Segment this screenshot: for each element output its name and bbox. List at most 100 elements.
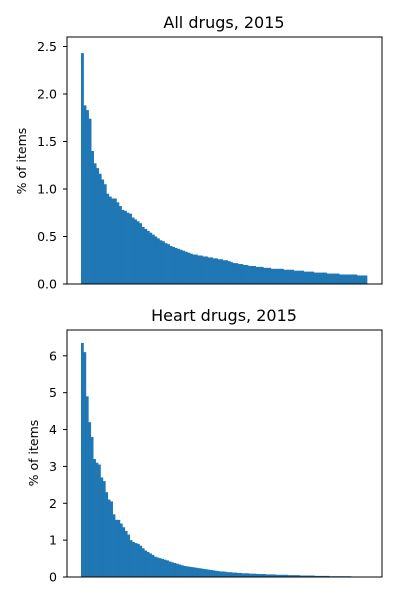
y-tick-label: 3 [49, 459, 57, 474]
bar [280, 574, 284, 577]
bar [261, 574, 264, 577]
bar [349, 274, 353, 284]
bar [185, 566, 189, 577]
bar [241, 573, 245, 577]
bar [304, 575, 308, 577]
bar [273, 574, 276, 577]
bar [220, 259, 224, 284]
bar [286, 269, 289, 284]
plot-frame [66, 329, 383, 578]
bar [298, 270, 302, 284]
plot-frame [66, 36, 383, 285]
bar [141, 548, 145, 577]
bar [222, 260, 226, 284]
bar [115, 519, 118, 577]
bar [225, 260, 229, 284]
bar [107, 499, 111, 577]
bar [344, 274, 348, 284]
bar [141, 227, 145, 284]
bar [287, 575, 291, 577]
bar [124, 530, 128, 577]
bar [187, 252, 191, 284]
bar [258, 266, 262, 284]
bar [121, 209, 125, 284]
bar [136, 543, 140, 577]
bar [112, 514, 116, 577]
bar [158, 558, 162, 577]
bar [98, 464, 101, 577]
bar [124, 210, 127, 284]
bar [167, 244, 170, 284]
bar [98, 173, 102, 284]
bar [240, 264, 244, 284]
y-axis-label: % of items [26, 420, 41, 487]
bar [359, 275, 363, 284]
bar [110, 501, 113, 577]
bar [246, 573, 250, 577]
bar [356, 275, 360, 284]
bar [151, 554, 155, 577]
bar [111, 198, 115, 284]
bar [251, 573, 255, 577]
bar [166, 560, 169, 577]
bar [86, 110, 89, 285]
bar [174, 247, 178, 284]
bar [156, 238, 160, 284]
bar [106, 193, 110, 284]
bar [334, 273, 337, 284]
bar [253, 265, 256, 284]
bar [149, 553, 152, 577]
bar [119, 523, 123, 577]
bar [161, 558, 165, 577]
bars [81, 342, 352, 577]
bar [88, 422, 92, 577]
bar [339, 274, 343, 284]
bar [202, 256, 206, 284]
bar [364, 275, 368, 284]
bar [306, 271, 310, 284]
bar [169, 246, 173, 284]
y-tick-label: 0.5 [37, 229, 57, 244]
bar [295, 575, 298, 577]
bar [215, 258, 219, 284]
bar [189, 253, 193, 284]
bar [290, 575, 293, 577]
bar [132, 541, 135, 577]
bar [116, 202, 120, 284]
bar [303, 271, 307, 284]
bar [311, 271, 315, 284]
y-tick-label: 0.0 [37, 277, 57, 292]
bar [291, 269, 294, 284]
bar [285, 574, 289, 577]
bar [280, 268, 284, 284]
bar [324, 575, 328, 577]
bar [263, 574, 267, 577]
bar [273, 268, 277, 284]
bar [293, 270, 297, 284]
bar [302, 575, 306, 577]
bar [316, 272, 320, 284]
bar [224, 571, 228, 577]
bar [197, 568, 201, 577]
bar [83, 105, 87, 285]
y-tick-label: 0 [49, 570, 57, 585]
bar [263, 267, 267, 284]
bar [308, 271, 312, 284]
bar [239, 572, 242, 577]
bar [318, 272, 322, 284]
bar [93, 163, 97, 284]
bar [268, 267, 272, 284]
bar [122, 527, 126, 577]
bar [312, 575, 315, 577]
bar [229, 572, 233, 577]
bar [95, 462, 99, 577]
bar [202, 568, 206, 577]
bar [321, 575, 325, 577]
bar [250, 265, 254, 284]
bar [118, 206, 122, 284]
bar [90, 436, 94, 577]
bar [144, 550, 148, 577]
bar [100, 477, 104, 577]
bar [88, 118, 92, 284]
y-tick-label: 1.5 [37, 134, 57, 149]
